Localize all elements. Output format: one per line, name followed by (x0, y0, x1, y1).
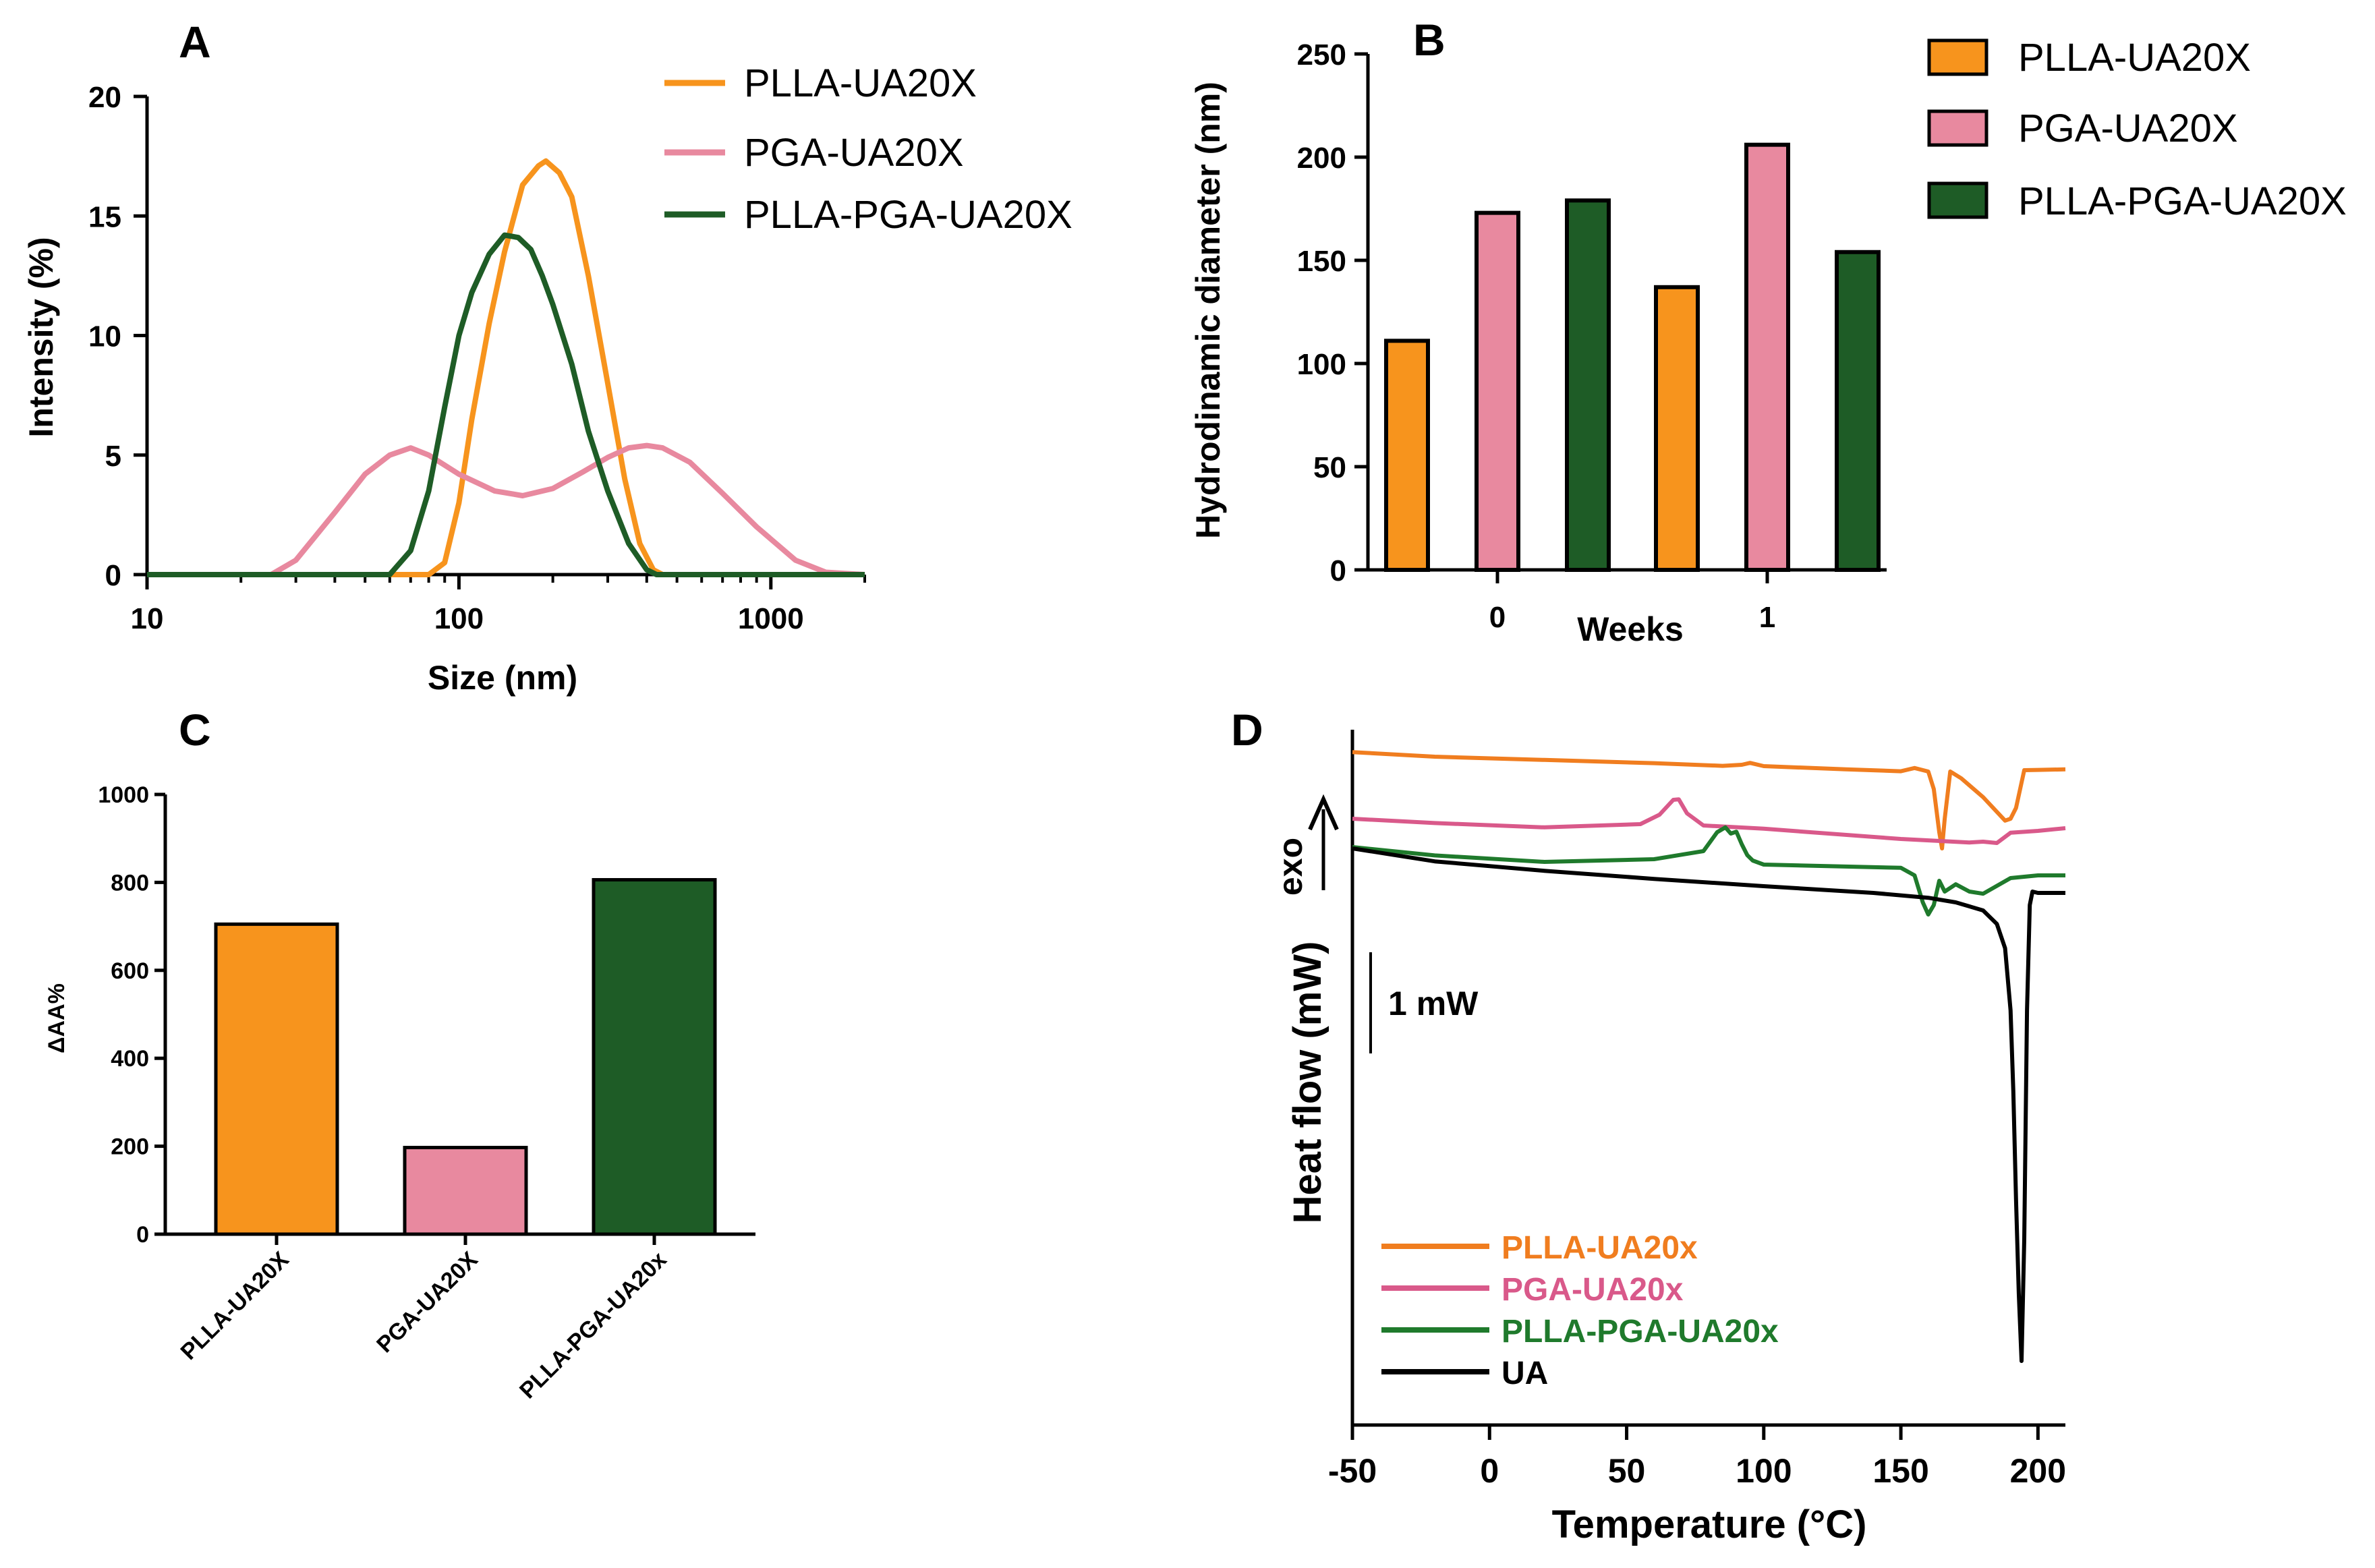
legend-swatch-pga (1927, 109, 1988, 147)
series-line-plla (147, 158, 865, 577)
panel-b-y-axis-label: Hydrodinamic diameter (nm) (1189, 82, 1227, 539)
panel-a-ytick-label: 20 (88, 81, 121, 114)
panel-a-xtick-label: 10 (131, 602, 164, 635)
panel-a-y-axis-label: Intensity (%) (22, 237, 60, 437)
exo-indicator: exo (1271, 794, 1339, 896)
panel-d-xtick-label: 200 (2010, 1452, 2066, 1490)
panel-c-ytick-label: 400 (111, 1046, 149, 1072)
panel-d-legend: PLLA-UA20x PGA-UA20x PLLA-PGA-UA20x UA (1381, 1230, 1779, 1391)
series-line-plla-pga (147, 232, 865, 577)
panel-a: A 0 5 10 15 20 10 100 1000 Size (nm) Intensity… (22, 17, 1072, 697)
series-line-ua (1352, 846, 2065, 1363)
panel-d-xtick-label: 100 (1736, 1452, 1792, 1490)
panel-b-ytick-label: 200 (1297, 142, 1346, 175)
bar-plla-pga (1565, 198, 1611, 572)
legend-label-plla-pga: PLLA-PGA-UA20X (744, 193, 1072, 237)
panel-a-x-axis-label: Size (nm) (428, 659, 577, 697)
panel-c-ytick-label: 1000 (98, 782, 149, 808)
panel-b-xtick-label: 0 (1489, 601, 1506, 634)
series-line-pga (1352, 797, 2066, 845)
panel-b-xtick-label: 1 (1759, 601, 1775, 634)
panel-c-ytick-label: 600 (111, 958, 149, 984)
panel-d-xtick-label: 0 (1480, 1452, 1499, 1490)
bar-plla (214, 922, 339, 1236)
series-line-plla-pga (1352, 825, 2065, 917)
legend-label-plla: PLLA-UA20X (744, 61, 977, 105)
panel-d: D -50 0 50 100 150 200 Temperature (°C) Heat … (1231, 705, 2066, 1546)
bar-plla (1654, 285, 1700, 572)
panel-d-x-axis-label: Temperature (°C) (1552, 1503, 1867, 1546)
panel-b-ytick-label: 100 (1297, 348, 1346, 381)
bar-pga (403, 1146, 528, 1236)
panel-d-xtick-label: -50 (1328, 1452, 1377, 1490)
panel-b-x-axis-label: Weeks (1577, 610, 1684, 648)
legend-label-pga: PGA-UA20X (744, 131, 964, 175)
bar-plla-pga (592, 877, 717, 1236)
panel-c-xtick-label: PLLA-UA20X (176, 1247, 294, 1365)
exo-label: exo (1271, 838, 1309, 896)
series-line-plla (1352, 750, 2066, 850)
legend-label-pga: PGA-UA20X (2018, 107, 2238, 150)
panel-a-label: A (179, 17, 211, 67)
panel-c-ytick-label: 200 (111, 1134, 149, 1160)
panel-c-xtick-label: PGA-UA20X (372, 1247, 483, 1358)
panel-a-ytick-label: 0 (105, 559, 121, 592)
panel-d-y-axis-label: Heat flow (mW) (1286, 941, 1329, 1224)
bar-pga (1475, 210, 1520, 572)
panel-b-legend: PLLA-UA20X PGA-UA20X PLLA-PGA-UA20X (1927, 36, 2347, 223)
panel-a-ytick-label: 10 (88, 320, 121, 353)
panel-c: C 0 200 400 600 800 1000 PLLA-UA20X PGA-UA20X P… (44, 705, 755, 1403)
scale-bar-label: 1 mW (1388, 985, 1479, 1022)
panel-a-xtick-label: 100 (434, 602, 484, 635)
legend-label-plla: PLLA-UA20x (1501, 1230, 1698, 1266)
scale-bar: 1 mW (1369, 952, 1479, 1053)
legend-label-pga: PGA-UA20x (1501, 1272, 1684, 1308)
panel-b-ytick-label: 50 (1313, 451, 1346, 484)
series-line-pga (147, 442, 865, 577)
panel-c-ytick-label: 800 (111, 870, 149, 896)
panel-a-xtick-label: 1000 (738, 602, 804, 635)
panel-c-y-axis-label: ΔAA% (44, 983, 69, 1053)
panel-a-ytick-label: 5 (105, 440, 121, 473)
panel-d-xtick-label: 150 (1872, 1452, 1928, 1490)
exo-arrow-head-icon (1308, 794, 1339, 831)
legend-label-plla: PLLA-UA20X (2018, 36, 2251, 80)
panel-d-xtick-label: 50 (1608, 1452, 1646, 1490)
legend-swatch-plla-pga (1927, 181, 1988, 219)
panel-b-ytick-label: 150 (1297, 245, 1346, 278)
bar-plla-pga (1835, 250, 1881, 572)
legend-label-plla-pga: PLLA-PGA-UA20x (1501, 1314, 1779, 1349)
panel-a-legend: PLLA-UA20X PGA-UA20X PLLA-PGA-UA20X (664, 61, 1072, 237)
panel-c-ytick-label: 0 (136, 1222, 149, 1248)
panel-b: B 0 50 100 150 200 250 0 1 Weeks Hydrodinamic … (1189, 15, 2347, 648)
bar-plla (1384, 339, 1430, 572)
legend-swatch-plla (1927, 38, 1988, 76)
panel-b-ytick-label: 250 (1297, 38, 1346, 71)
legend-label-ua: UA (1501, 1356, 1548, 1391)
panel-b-label: B (1413, 15, 1446, 65)
panel-b-ytick-label: 0 (1330, 554, 1346, 587)
bar-pga (1744, 142, 1790, 572)
panel-c-label: C (179, 705, 211, 755)
panel-d-label: D (1231, 705, 1263, 755)
panel-a-ytick-label: 15 (88, 200, 121, 233)
legend-label-plla-pga: PLLA-PGA-UA20X (2018, 179, 2347, 223)
panel-c-xtick-label: PLLA-PGA-UA20x (515, 1247, 672, 1404)
